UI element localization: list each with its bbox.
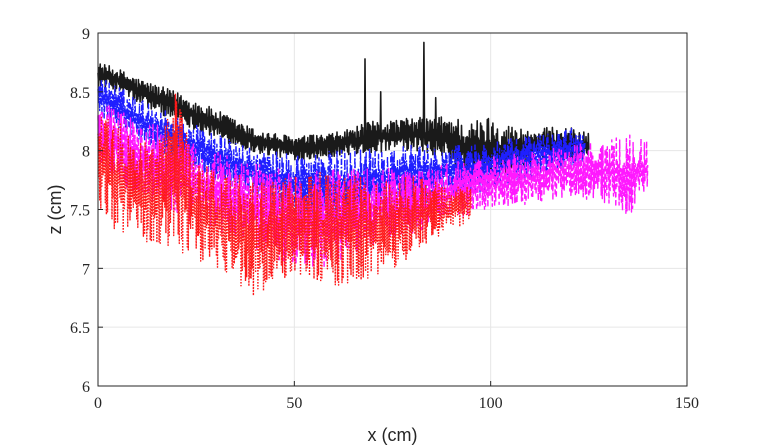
y-axis-label: z (cm) (45, 185, 65, 235)
x-tick-label: 0 (94, 395, 102, 412)
x-tick-label: 100 (479, 395, 503, 412)
y-tick-label: 9 (82, 26, 90, 43)
x-axis-label: x (cm) (368, 425, 418, 445)
y-tick-label: 8 (82, 144, 90, 161)
x-tick-label: 50 (286, 395, 302, 412)
y-tick-label: 7 (82, 261, 90, 278)
series-layer (97, 41, 649, 297)
y-tick-label: 6.5 (70, 320, 90, 337)
y-tick-label: 7.5 (70, 203, 90, 220)
y-tick-label: 6 (82, 379, 90, 396)
x-tick-label: 150 (675, 395, 699, 412)
y-tick-label: 8.5 (70, 85, 90, 102)
series-line-4 (97, 93, 472, 297)
ticks: 0 50 100 150 6 6.5 7 7.5 8 8.5 9 (70, 26, 699, 412)
